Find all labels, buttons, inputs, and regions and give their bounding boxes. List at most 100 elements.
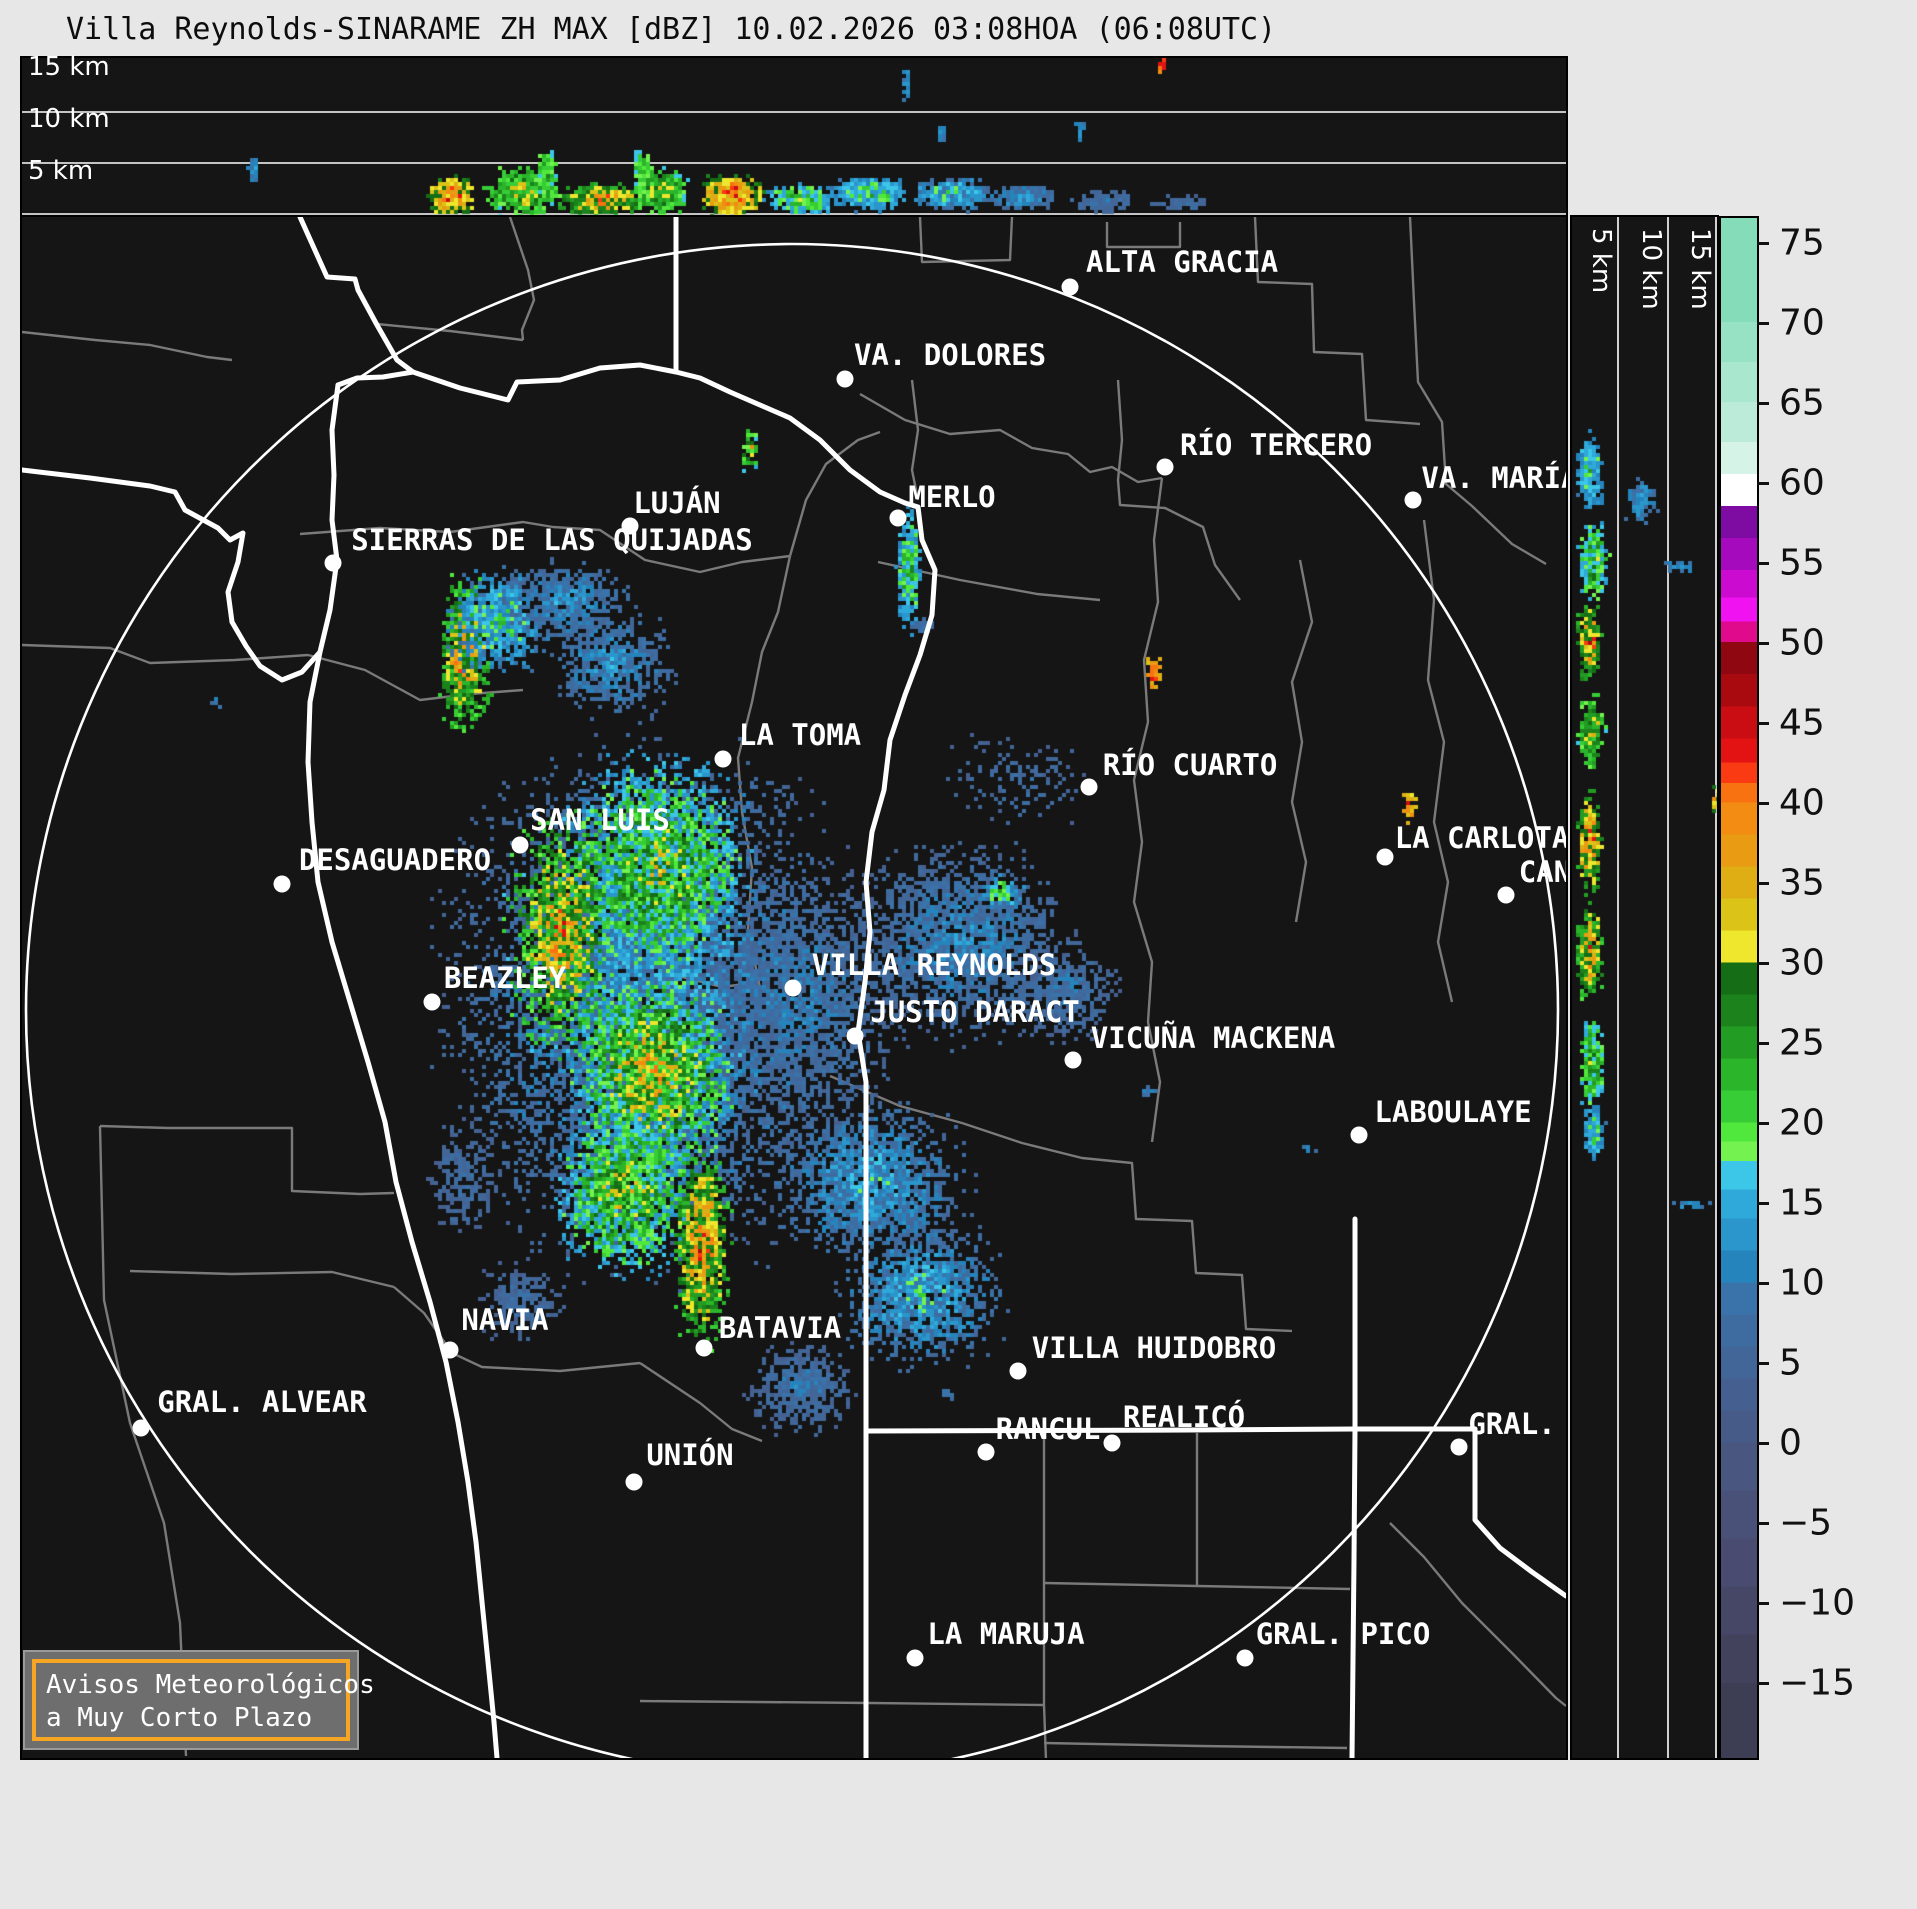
city-label: SAN LUIS [530,803,670,837]
city-label: GRAL. ALVEAR [157,1385,367,1419]
province-border [1349,1426,1358,1758]
height-label: 15 km [28,52,110,82]
colorbar-tick [1757,482,1769,485]
city-dot [1009,1362,1027,1380]
colorbar [1719,216,1759,1760]
colorbar-tick [1757,962,1769,965]
city-dot [695,1339,713,1357]
city-dot [1156,458,1174,476]
right-panel-height-labels: 5 km 10 km 15 km [1586,228,1715,310]
city-label: CAN [1519,855,1566,889]
warning-line1: Avisos Meteorológicos [46,1670,375,1700]
province-border [22,467,323,683]
city-dot [1103,1434,1121,1452]
colorbar-tick-label: 35 [1779,862,1825,904]
colorbar-tick [1757,562,1769,565]
city-label: JUSTO DARACT [870,995,1080,1029]
city-label: VICUÑA MACKENA [1091,1021,1335,1055]
city-dot [1497,886,1515,904]
province-border [335,369,416,388]
city-dot [1236,1649,1254,1667]
footer: Servicio Meteorológico Nacional Argentin… [0,1758,1917,1909]
colorbar-tick [1757,1122,1769,1125]
height-label: 10 km [1636,228,1666,310]
city-label: NAVIA [461,1303,548,1337]
colorbar-tick [1757,802,1769,805]
city-dot [1064,1051,1082,1069]
colorbar-tick-label: 65 [1779,382,1825,424]
right-cross-section-echoes [1572,217,1717,1758]
colorbar-tick-label: 30 [1779,942,1825,984]
colorbar-tick-label: 20 [1779,1102,1825,1144]
height-label: 15 km [1685,228,1715,310]
city-label: SIERRAS DE LAS QUIJADAS [351,523,753,557]
city-dot [132,1419,150,1437]
top-cross-section-echoes [22,58,1566,217]
city-dot [1450,1438,1468,1456]
colorbar-tick-label: 70 [1779,302,1825,344]
colorbar-tick-label: 0 [1779,1422,1802,1464]
colorbar-tick [1757,722,1769,725]
colorbar-tick-label: −15 [1779,1662,1855,1704]
colorbar-tick [1757,1362,1769,1365]
warning-line2: a Muy Corto Plazo [46,1703,313,1733]
colorbar-tick [1757,882,1769,885]
colorbar-tick-label: 40 [1779,782,1825,824]
colorbar-tick [1757,322,1769,325]
city-label: ALTA GRACIA [1086,245,1278,279]
city-label: MERLO [908,480,995,514]
city-label: GRAL. [1468,1407,1555,1441]
city-dot [1350,1126,1368,1144]
city-label: BATAVIA [719,1311,841,1345]
city-dot [714,750,732,768]
city-label: UNIÓN [646,1438,733,1472]
colorbar-tick [1757,1442,1769,1445]
city-label: LUJÁN [633,486,720,520]
city-dot [1061,278,1079,296]
province-border [1472,1426,1566,1599]
colorbar-tick-label: 25 [1779,1022,1825,1064]
colorbar-tick-label: 60 [1779,462,1825,504]
city-dot [324,554,342,572]
city-label: GRAL. PICO [1256,1617,1431,1651]
colorbar-tick [1757,1202,1769,1205]
city-dot [836,370,854,388]
colorbar-gradient [1721,218,1757,1758]
city-label: LA CARLOTA [1395,821,1566,855]
city-label: RANCUL [996,1412,1101,1446]
city-dot [423,993,441,1011]
province-border [855,504,938,1758]
city-label: VILLA REYNOLDS [812,948,1056,982]
city-dot [846,1027,864,1045]
city-dot [1376,848,1394,866]
colorbar-tick [1757,1682,1769,1685]
city-label: LA MARUJA [927,1617,1084,1651]
city-label: LA TOMA [739,718,861,752]
right-cross-section-panel: 5 km 10 km 15 km [1570,215,1719,1760]
colorbar-tick-label: −10 [1779,1582,1855,1624]
city-label: VILLA HUIDOBRO [1032,1331,1276,1365]
colorbar-tick-label: 45 [1779,702,1825,744]
colorbar-tick [1757,242,1769,245]
city-dot [621,517,639,535]
colorbar-tick [1757,1282,1769,1285]
province-border [297,217,416,375]
province-border [410,362,921,510]
warning-box: Avisos Meteorológicos a Muy Corto Plazo [23,1650,375,1750]
height-label: 5 km [28,156,94,186]
colorbar-tick [1757,1602,1769,1605]
map-panel: ALTA GRACIA VA. DOLORES RÍO TERCERO MERLO LU… [20,215,1568,1760]
colorbar-tick-label: 55 [1779,542,1825,584]
colorbar-tick [1757,642,1769,645]
colorbar-tick-label: −5 [1779,1502,1833,1544]
city-dot [1404,491,1422,509]
height-label: 10 km [28,104,110,134]
city-label: RÍO CUARTO [1103,748,1278,782]
top-cross-section-panel: 15 km 10 km 5 km [20,52,1568,219]
city-dot [511,836,529,854]
colorbar-tick [1757,1042,1769,1045]
city-label: RÍO TERCERO [1180,428,1372,462]
city-label: REALICÓ [1123,1400,1245,1434]
city-dot [273,875,291,893]
city-dot [1080,778,1098,796]
